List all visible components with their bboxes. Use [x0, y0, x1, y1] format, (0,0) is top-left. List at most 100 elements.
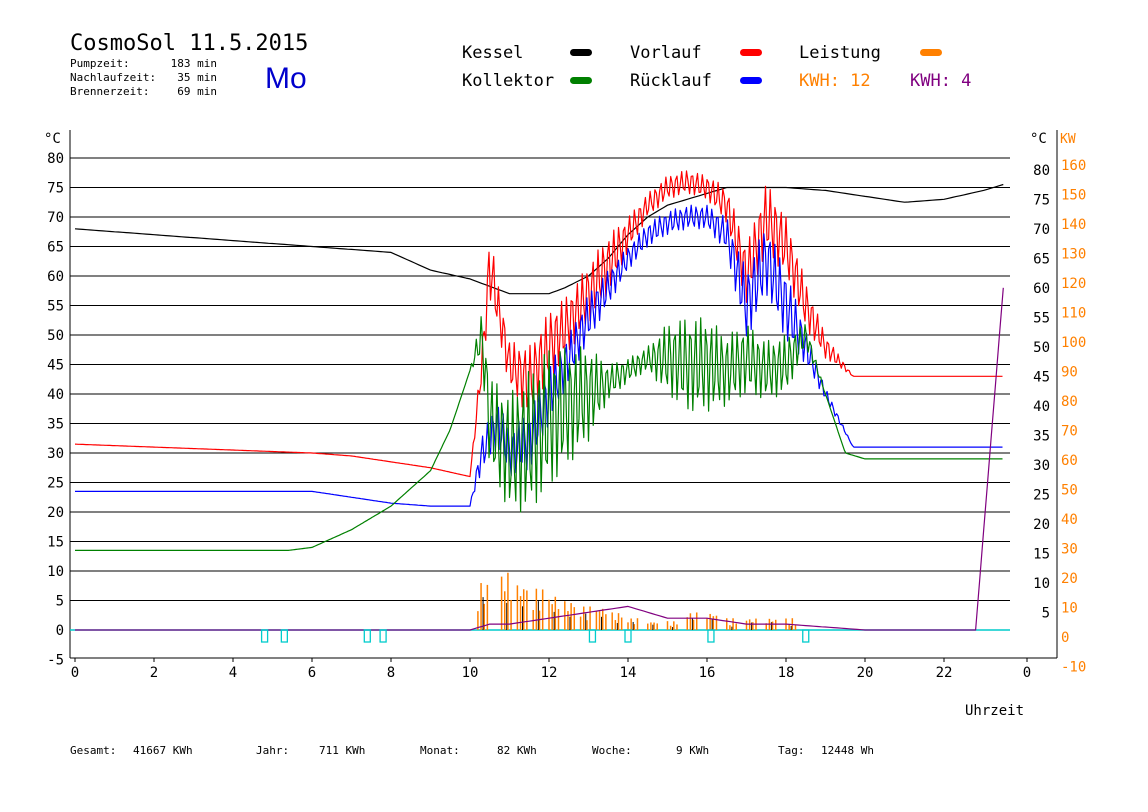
- legend-label-kessel: Kessel: [462, 43, 523, 63]
- legend-kwh-purple: KWH: 4: [910, 71, 971, 91]
- footer-jahr-value: 711 KWh: [319, 744, 365, 757]
- y-axis-unit-right-power: KW: [1060, 132, 1076, 147]
- footer-woche-label: Woche:: [592, 744, 632, 757]
- legend-label-kollektor: Kollektor: [462, 71, 554, 91]
- burner-marker: [363, 629, 371, 643]
- y-tick-label-left: 35: [47, 417, 64, 433]
- y-tick-label-left: 70: [47, 210, 64, 226]
- y-tick-label-right-temp: 80: [1033, 163, 1050, 179]
- y-tick-label-left: 15: [47, 535, 64, 551]
- y-tick-label-right-temp: 60: [1033, 281, 1050, 297]
- y-tick-label-right-temp: 30: [1033, 458, 1050, 474]
- footer-tag-label: Tag:: [778, 744, 805, 757]
- legend-swatch-kollektor: [570, 77, 592, 84]
- y-tick-label-right-power: 70: [1061, 424, 1078, 440]
- stat-pumpzeit-label: Pumpzeit:: [70, 57, 130, 70]
- footer-tag-value: 12448 Wh: [821, 744, 874, 757]
- y-tick-label-left: 45: [47, 358, 64, 374]
- x-tick-label: 22: [936, 665, 953, 681]
- y-tick-label-right-temp: 5: [1042, 606, 1050, 622]
- legend-label-vorlauf: Vorlauf: [630, 43, 702, 63]
- y-tick-label-right-temp: 25: [1033, 488, 1050, 504]
- y-tick-label-left: 10: [47, 564, 64, 580]
- y-tick-label-right-power: -10: [1061, 660, 1086, 676]
- y-tick-label-right-temp: 50: [1033, 340, 1050, 356]
- x-tick-label: 20: [857, 665, 874, 681]
- burner-markers: [260, 629, 810, 643]
- y-tick-label-left: 40: [47, 387, 64, 403]
- legend-swatch-ruecklauf: [740, 77, 762, 84]
- x-tick-label: 16: [699, 665, 716, 681]
- footer-gesamt-value: 41667 KWh: [133, 744, 193, 757]
- x-tick-label: 4: [229, 665, 237, 681]
- burner-marker: [624, 629, 632, 643]
- y-tick-label-left: 75: [47, 181, 64, 197]
- series-r-cklauf: [75, 204, 1003, 507]
- y-tick-label-right-power: 10: [1061, 601, 1078, 617]
- burner-marker: [588, 629, 597, 643]
- chart-title: CosmoSol 11.5.2015: [70, 31, 308, 56]
- x-tick-label: 2: [150, 665, 158, 681]
- series-kwh-4: [75, 287, 1004, 631]
- x-tick-label: 6: [308, 665, 316, 681]
- y-tick-label-right-power: 30: [1061, 542, 1078, 558]
- y-tick-label-right-power: 120: [1061, 276, 1086, 292]
- burner-marker: [260, 629, 269, 643]
- y-tick-label-left: 25: [47, 476, 64, 492]
- y-tick-label-left: 30: [47, 446, 64, 462]
- burner-marker: [280, 629, 289, 643]
- footer-monat-label: Monat:: [420, 744, 460, 757]
- y-tick-label-right-temp: 65: [1033, 252, 1050, 268]
- y-tick-label-left: 65: [47, 240, 64, 256]
- y-tick-label-right-power: 130: [1061, 247, 1086, 263]
- y-tick-label-right-temp: 40: [1033, 399, 1050, 415]
- y-axis-unit-left: °C: [44, 131, 61, 147]
- grid-layer: [69, 130, 1058, 659]
- y-tick-label-left: 80: [47, 151, 64, 167]
- footer-stats: Gesamt: 41667 KWh Jahr: 711 KWh Monat: 8…: [70, 744, 874, 757]
- y-tick-label-right-power: 150: [1061, 188, 1086, 204]
- y-tick-label-right-temp: 70: [1033, 222, 1050, 238]
- y-tick-label-left: 55: [47, 299, 64, 315]
- y-tick-label-right-power: 80: [1061, 394, 1078, 410]
- x-tick-label: 0: [71, 665, 79, 681]
- stat-pumpzeit-value: 183 min: [171, 57, 217, 70]
- ticks-layer: -505101520253035404550556065707580510152…: [47, 151, 1086, 681]
- footer-gesamt-label: Gesamt:: [70, 744, 116, 757]
- series-layer: [70, 170, 1010, 631]
- footer-woche-value: 9 KWh: [676, 744, 709, 757]
- legend-label-ruecklauf: Rücklauf: [630, 71, 712, 91]
- y-tick-label-right-temp: 15: [1033, 547, 1050, 563]
- x-axis-label: Uhrzeit: [965, 703, 1024, 719]
- stat-nachlaufzeit-value: 35 min: [177, 71, 217, 84]
- series-kessel: [74, 183, 1004, 295]
- y-tick-label-left: 20: [47, 505, 64, 521]
- y-tick-label-right-power: 60: [1061, 453, 1078, 469]
- y-tick-label-right-power: 140: [1061, 217, 1086, 233]
- burner-marker: [379, 629, 387, 643]
- y-tick-label-right-temp: 35: [1033, 429, 1050, 445]
- y-tick-label-left: 50: [47, 328, 64, 344]
- stat-nachlaufzeit-label: Nachlaufzeit:: [70, 71, 156, 84]
- weekday-label: Mo: [265, 62, 307, 95]
- burner-marker: [707, 629, 715, 643]
- x-tick-label: 10: [462, 665, 479, 681]
- y-tick-label-left: -5: [47, 653, 64, 669]
- x-tick-label: 8: [387, 665, 395, 681]
- y-tick-label-right-power: 100: [1061, 335, 1086, 351]
- series-kollektor: [75, 316, 1003, 552]
- y-tick-label-left: 0: [56, 623, 64, 639]
- y-tick-label-right-power: 110: [1061, 306, 1086, 322]
- y-tick-label-left: 60: [47, 269, 64, 285]
- x-tick-label: 18: [778, 665, 795, 681]
- y-tick-label-right-temp: 10: [1033, 576, 1050, 592]
- x-tick-label: 14: [620, 665, 637, 681]
- y-tick-label-right-temp: 55: [1033, 311, 1050, 327]
- legend-kwh-orange: KWH: 12: [799, 71, 871, 91]
- series-vorlauf: [74, 170, 1003, 478]
- y-tick-label-right-temp: 20: [1033, 517, 1050, 533]
- legend-swatch-vorlauf: [740, 49, 762, 56]
- burner-marker: [802, 629, 810, 643]
- y-tick-label-right-power: 40: [1061, 512, 1078, 528]
